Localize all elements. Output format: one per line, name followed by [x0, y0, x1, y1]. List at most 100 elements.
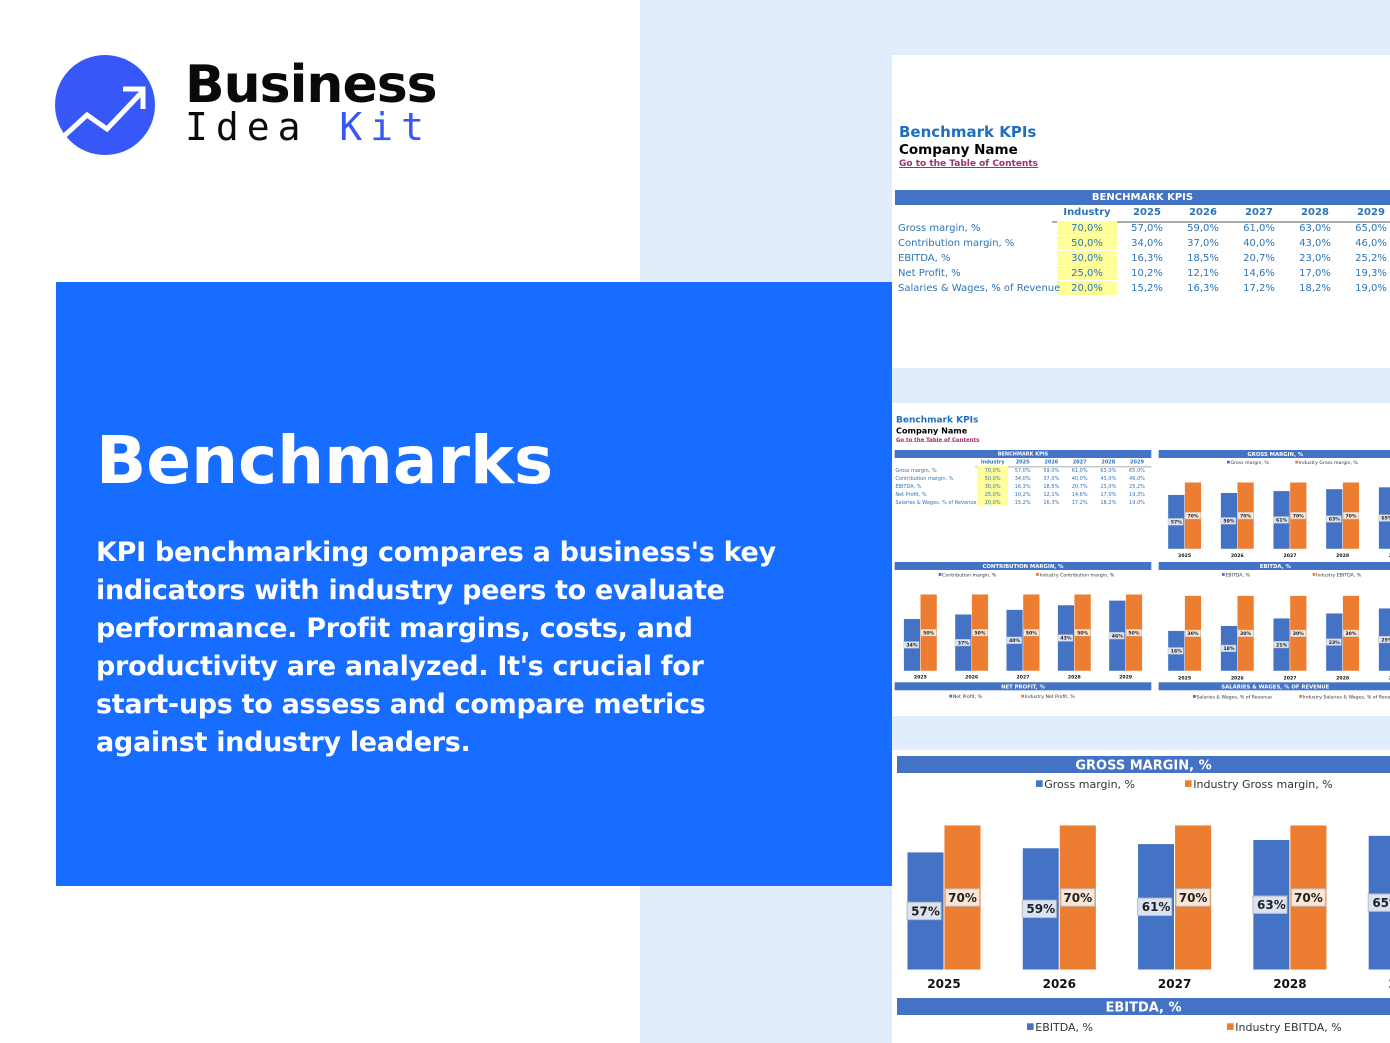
row-label: Contribution margin, % [898, 238, 1015, 249]
row-label: Contribution margin, % [895, 475, 954, 482]
column-header: 2029 [1357, 207, 1385, 218]
chart-title: CONTRIBUTION MARGIN, % [982, 564, 1064, 570]
table-cell: 12,1% [1187, 268, 1219, 279]
table-cell: 57,0% [1131, 223, 1163, 234]
table-cell: 40,0% [1243, 238, 1275, 249]
data-label-box [903, 641, 920, 649]
data-label-box [944, 888, 981, 907]
data-label-box [1060, 888, 1096, 907]
row-label: Salaries & Wages, % of Revenue [895, 499, 977, 506]
legend-swatch [1185, 780, 1192, 787]
data-label-box [1057, 634, 1074, 642]
data-label-box [920, 629, 937, 637]
table-cell: 59,0% [1043, 467, 1060, 474]
table-cell: 61,0% [1243, 223, 1275, 234]
table-cell: 34,0% [1014, 475, 1031, 482]
data-label-box [1237, 512, 1254, 520]
table-cell: 23,0% [1100, 483, 1117, 490]
row-label: EBITDA, % [898, 253, 951, 264]
industry-highlight [1057, 250, 1117, 265]
table-cell: 19,0% [1355, 283, 1387, 294]
industry-highlight [976, 490, 1008, 498]
table-cell: 20,0% [1071, 283, 1103, 294]
data-label: 50% [1026, 630, 1037, 636]
data-label: 70% [1240, 513, 1251, 519]
industry-highlight [976, 498, 1008, 506]
data-label: 30% [1240, 631, 1251, 637]
data-label-box [1108, 632, 1125, 640]
company-name: Company Name [899, 141, 1018, 158]
table-cell: 43,0% [1100, 475, 1117, 482]
column-header: 2027 [1245, 207, 1273, 218]
table-cell: 12,1% [1043, 491, 1060, 498]
data-label: 21% [1276, 642, 1287, 648]
data-label-box [1074, 629, 1091, 637]
data-label: 43% [1060, 636, 1071, 642]
legend-label: Gross margin, % [1230, 460, 1269, 466]
table-cell: 18,5% [1187, 253, 1219, 264]
data-label-box [1273, 641, 1289, 649]
data-label-box [1220, 644, 1237, 652]
table-cell: 34,0% [1131, 238, 1163, 249]
chart-header [1158, 449, 1390, 458]
column-header: 2027 [1072, 458, 1087, 465]
table-cell: 25,0% [1071, 268, 1103, 279]
toc-link[interactable]: Go to the Table of Contents [899, 159, 1038, 169]
data-label-box [906, 901, 942, 921]
column-header-divider [975, 466, 1152, 468]
data-label: 65% [1372, 896, 1390, 910]
brand-kit: Kit [339, 105, 433, 149]
legend-label: Industry Salaries & Wages, % of Revenue [1303, 694, 1390, 700]
category-label: 2028 [1336, 553, 1349, 559]
legend-label: EBITDA, % [1035, 1021, 1093, 1034]
category-label: 2027 [1017, 675, 1030, 681]
data-label-box [1220, 517, 1237, 525]
category-label: 2025 [927, 977, 960, 991]
data-label-box [1378, 636, 1390, 644]
data-label-box [1185, 512, 1201, 520]
table-cell: 17,0% [1299, 268, 1331, 279]
table-cell: 23,0% [1299, 253, 1331, 264]
data-label: 37% [958, 640, 969, 646]
data-label-box [1343, 512, 1359, 520]
table-title-bar: BENCHMARK KPIS [895, 190, 1390, 205]
data-label-box [1006, 636, 1022, 644]
table-cell: 20,7% [1243, 253, 1275, 264]
brand-subname: Idea Kit [185, 105, 432, 149]
category-label: 2026 [1231, 676, 1244, 682]
category-label: 2029 [1119, 675, 1132, 681]
company-name: Company Name [895, 425, 968, 436]
industry-highlight [976, 482, 1008, 490]
data-label: 50% [923, 630, 934, 636]
column-header: 2029 [1130, 458, 1144, 465]
legend-label: Industry Net Profit, % [1025, 694, 1075, 700]
table-cell: 50,0% [984, 475, 1001, 482]
data-label: 59% [1026, 902, 1055, 916]
row-label: EBITDA, % [895, 483, 922, 490]
data-label-box [972, 629, 988, 637]
category-label: 2029 [1389, 553, 1390, 559]
table-cell: 18,2% [1100, 499, 1117, 506]
table-cell: 70,0% [1071, 223, 1103, 234]
data-label-box [1167, 518, 1184, 526]
data-label: 70% [1345, 513, 1356, 519]
mini-charts: GROSS MARGIN, % Gross margin, % Industry G… [894, 449, 1390, 700]
legend-swatch [1021, 694, 1025, 698]
table-cell: 18,5% [1043, 483, 1060, 490]
table-cell: 43,0% [1299, 238, 1331, 249]
data-label: 70% [1294, 891, 1323, 905]
table-title-bar: BENCHMARK KPIS [894, 449, 1152, 458]
legend-swatch [1027, 1023, 1034, 1030]
gross-margin-chart: GROSS MARGIN, % Gross margin, % Industry G… [897, 756, 1390, 1034]
column-header: 2025 [1015, 458, 1030, 465]
legend-swatch [1227, 1023, 1234, 1030]
chart-title: GROSS MARGIN, % [1075, 758, 1211, 773]
data-label-box [1290, 888, 1326, 907]
toc-link[interactable]: Go to the Table of Contents [895, 436, 980, 443]
brand-idea: Idea [185, 105, 309, 149]
data-label-box [1167, 647, 1184, 655]
category-label: 2028 [1068, 675, 1081, 681]
table-cell: 15,2% [1131, 283, 1163, 294]
chart-header [894, 682, 1152, 691]
data-label: 63% [1329, 517, 1340, 523]
